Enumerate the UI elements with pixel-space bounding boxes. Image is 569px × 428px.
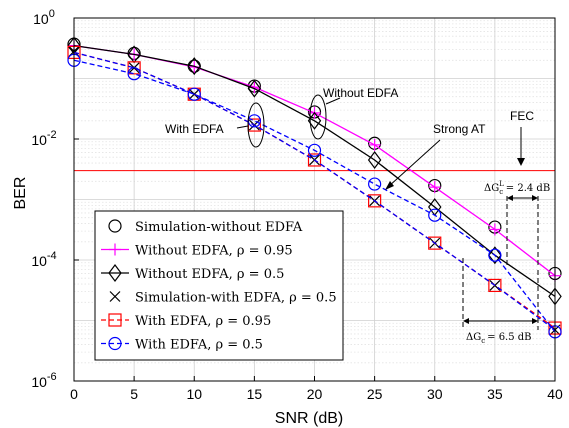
annotation-with-edfa: With EDFA <box>165 122 224 136</box>
data-point <box>108 313 122 327</box>
series-6 <box>73 51 556 331</box>
data-point <box>368 194 382 208</box>
legend-box <box>94 210 344 361</box>
y-tick-label: 100 <box>33 8 55 27</box>
delta-gc-arrowhead-left <box>463 318 469 324</box>
legend-label: Simulation-without EDFA <box>135 220 303 235</box>
data-point <box>247 79 262 98</box>
legend-entry: Without EDFA, ρ = 0.95 <box>101 243 293 259</box>
y-tick-label: 10-4 <box>31 250 56 269</box>
strong-at-arrowhead <box>385 181 394 190</box>
annotation-delta-gc-l: ΔGcL = 2.4 dB <box>484 180 550 196</box>
x-axis-label: SNR (dB) <box>275 410 343 427</box>
legend-label: Simulation-with EDFA, ρ = 0.5 <box>135 291 337 306</box>
legend-label: Without EDFA, ρ = 0.5 <box>135 267 284 282</box>
data-point <box>368 177 382 191</box>
data-point <box>109 291 121 302</box>
annotation-fec: FEC <box>510 109 534 123</box>
fec-arrowhead <box>517 158 525 166</box>
x-tick-label: 40 <box>547 386 563 402</box>
delta-gcl-arrowhead-left <box>507 195 513 201</box>
x-tick-label: 0 <box>70 386 78 402</box>
legend-entry: Simulation-without EDFA <box>108 219 303 235</box>
legend-label: With EDFA, ρ = 0.5 <box>135 338 263 353</box>
without-edfa-pointer <box>325 97 341 105</box>
x-tick-label: 15 <box>247 386 263 402</box>
y-tick-label: 10-6 <box>31 371 56 390</box>
series-line <box>73 44 556 297</box>
strong-at-arrow <box>387 139 441 188</box>
with-edfa-ellipse <box>247 102 265 148</box>
annotation-without-edfa: Without EDFA <box>323 86 398 100</box>
legend-entry: With EDFA, ρ = 0.5 <box>101 336 263 353</box>
legend-entry: With EDFA, ρ = 0.95 <box>101 313 271 329</box>
x-tick-label: 5 <box>130 386 138 402</box>
with-edfa-pointer <box>236 125 249 129</box>
data-point <box>187 57 201 76</box>
x-tick-label: 10 <box>186 386 202 402</box>
data-point <box>127 61 141 75</box>
axes: 0 5 10 15 20 25 30 35 40 100 10-2 10-4 10-6 <box>31 8 563 402</box>
data-point <box>109 243 121 256</box>
data-point <box>127 67 141 81</box>
legend-label: Without EDFA, ρ = 0.95 <box>135 244 293 259</box>
data-point <box>108 264 122 282</box>
data-point <box>108 219 122 233</box>
data-point <box>368 138 381 151</box>
data-point <box>488 223 501 236</box>
y-tick-label: 10-2 <box>31 129 56 148</box>
y-axis-label: BER <box>12 177 29 210</box>
data-point <box>188 88 200 100</box>
data-point-stroke <box>109 291 121 302</box>
delta-gcl-arrowhead-right <box>532 195 538 201</box>
data-point <box>428 181 441 194</box>
data-point <box>488 246 502 265</box>
legend-entry: Without EDFA, ρ = 0.5 <box>101 264 284 282</box>
legend: Simulation-without EDFA Without EDFA, ρ =… <box>94 210 344 361</box>
delta-gc-arrowhead-right <box>532 318 538 324</box>
data-point <box>428 208 442 222</box>
x-tick-label: 20 <box>307 386 323 402</box>
data-point <box>307 153 322 167</box>
series-line <box>73 51 556 331</box>
data-point <box>307 143 322 157</box>
without-edfa-ellipse <box>309 94 327 140</box>
data-point <box>187 87 201 101</box>
data-point <box>367 150 382 169</box>
annotation-delta-gc: ΔGc = 6.5 dB <box>466 332 532 345</box>
legend-label: With EDFA, ρ = 0.95 <box>135 314 271 329</box>
annotations: Without EDFA With EDFA Strong AT FEC ΔGc… <box>165 86 550 345</box>
series-line <box>73 59 556 333</box>
data-point <box>488 278 502 293</box>
x-tick-label: 35 <box>487 386 503 402</box>
data-point <box>108 336 122 351</box>
annotation-strong-at: Strong AT <box>433 122 486 136</box>
data-point <box>428 236 442 250</box>
data-point <box>488 248 502 262</box>
data-point-stroke <box>188 88 200 100</box>
x-tick-label: 30 <box>427 386 443 402</box>
legend-entry: Simulation-with EDFA, ρ = 0.5 <box>109 291 337 306</box>
x-tick-label: 25 <box>367 386 383 402</box>
